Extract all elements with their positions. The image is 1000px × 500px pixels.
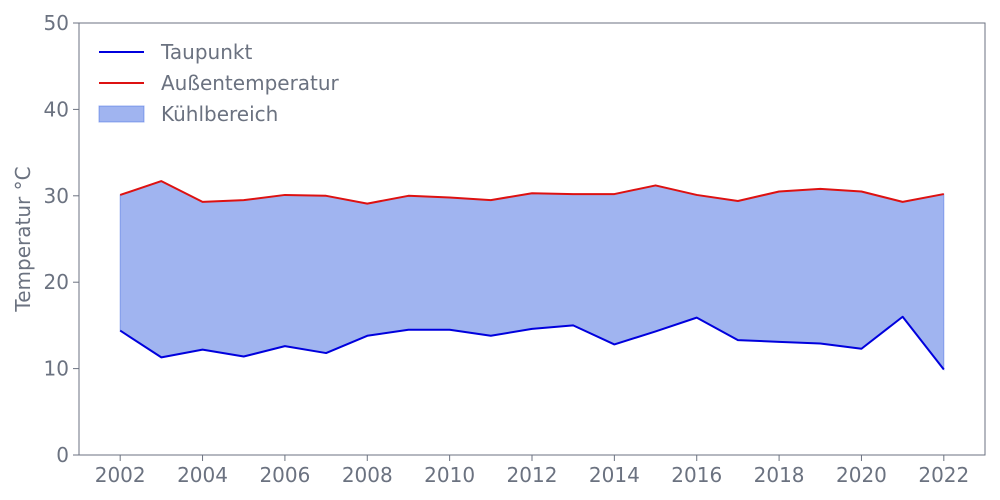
x-tick-label: 2020 — [836, 463, 887, 487]
x-tick-label: 2006 — [259, 463, 310, 487]
x-tick-label: 2018 — [754, 463, 805, 487]
x-tick-label: 2016 — [671, 463, 722, 487]
legend-label-taupunkt: Taupunkt — [160, 40, 252, 64]
y-tick-label: 20 — [44, 270, 69, 294]
ticks: 2002 2004 2006 2008 2010 2012 2014 2016 2018 2020… — [44, 11, 970, 487]
legend-label-aussentemperatur: Außentemperatur — [161, 71, 340, 95]
x-tick-label: 2022 — [918, 463, 969, 487]
fill-area-kuehlbereich — [119, 180, 945, 371]
series-line-aussentemperatur — [119, 180, 945, 205]
legend: Taupunkt Außentemperatur Kühlbereich — [98, 40, 340, 126]
x-tick-label: 2004 — [177, 463, 228, 487]
y-tick-label: 40 — [44, 97, 69, 121]
x-tick-label: 2012 — [507, 463, 558, 487]
series-line-taupunkt — [119, 315, 945, 371]
y-tick-label: 30 — [44, 184, 69, 208]
x-tick-label: 2002 — [95, 463, 146, 487]
plot-area — [119, 180, 945, 371]
x-tick-label: 2008 — [342, 463, 393, 487]
y-tick-label: 0 — [56, 443, 69, 467]
legend-swatch-kuehlbereich — [98, 105, 145, 123]
y-tick-label: 50 — [44, 11, 69, 35]
legend-label-kuehlbereich: Kühlbereich — [161, 102, 278, 126]
y-axis-title: Temperatur °C — [11, 166, 35, 312]
x-tick-label: 2014 — [589, 463, 640, 487]
y-tick-label: 10 — [44, 357, 69, 381]
x-tick-label: 2010 — [424, 463, 475, 487]
